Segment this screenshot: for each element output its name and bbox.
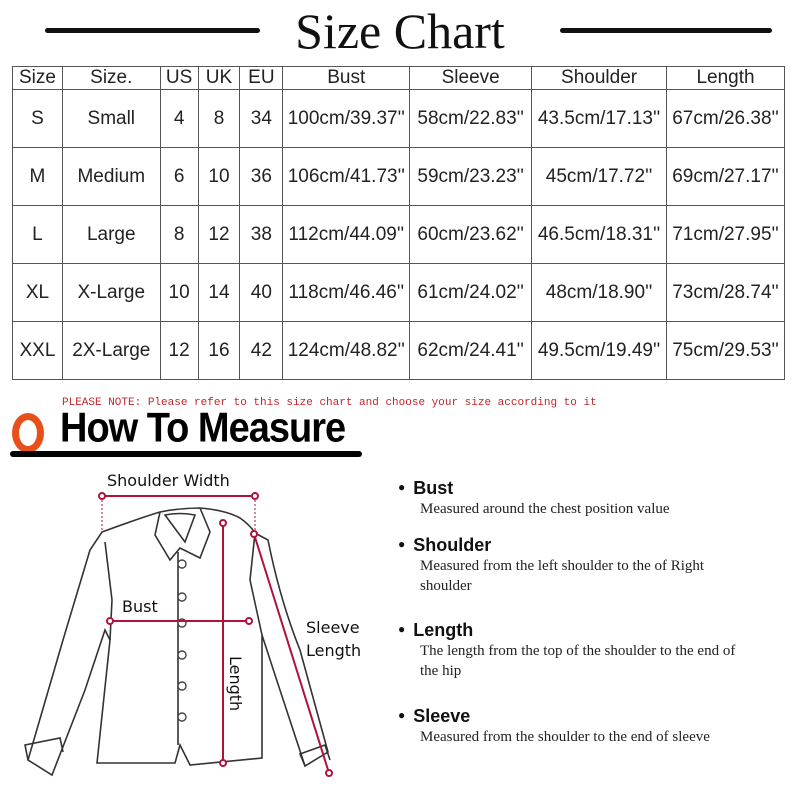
column-header: UK — [197, 66, 241, 90]
table-cell: Medium — [61, 147, 161, 206]
table-cell: 48cm/18.90'' — [531, 263, 668, 322]
table-cell: 46.5cm/18.31'' — [531, 205, 668, 264]
table-cell: 124cm/48.82'' — [282, 321, 411, 380]
table-cell: 118cm/46.46'' — [282, 263, 411, 322]
measure-item-desc: Measured around the chest position value — [420, 501, 670, 517]
table-header: Size Size. US UK EU Bust Sleeve Shoulder Length — [12, 66, 785, 90]
measure-item-desc: Measured from the shoulder to the end of… — [420, 729, 710, 745]
table-row: M Medium 6 10 36 106cm/41.73'' 59cm/23.23'' 45c… — [12, 147, 785, 206]
table-cell: X-Large — [61, 263, 161, 322]
table-cell: 58cm/22.83'' — [409, 89, 533, 148]
table-cell: L — [12, 205, 63, 264]
table-cell: 16 — [197, 321, 241, 380]
column-header: Bust — [282, 66, 411, 90]
table-cell: 36 — [239, 147, 284, 206]
title-divider-left — [45, 28, 260, 33]
table-cell: 34 — [239, 89, 284, 148]
table-cell: 71cm/27.95'' — [666, 205, 785, 264]
column-header: Sleeve — [409, 66, 533, 90]
table-cell: 75cm/29.53'' — [666, 321, 785, 380]
table-cell: 2X-Large — [61, 321, 161, 380]
column-header: Size. — [61, 66, 161, 90]
table-row: S Small 4 8 34 100cm/39.37'' 58cm/22.83'' 43.5c… — [12, 89, 785, 148]
size-note: PLEASE NOTE: Please refer to this size c… — [62, 397, 597, 409]
measure-item-title: Sleeve — [398, 706, 750, 727]
table-cell: 10 — [159, 263, 199, 322]
section-divider — [10, 451, 362, 457]
table-cell: 67cm/26.38'' — [666, 89, 785, 148]
table-cell: 59cm/23.23'' — [409, 147, 533, 206]
shoulder-width-label: Shoulder Width — [107, 471, 230, 490]
table-cell: 12 — [197, 205, 241, 264]
column-header: Shoulder — [531, 66, 668, 90]
measure-item-title: Shoulder — [398, 535, 750, 556]
section-title: How To Measure — [60, 405, 346, 452]
table-cell: XXL — [12, 321, 63, 380]
title-divider-right — [560, 28, 772, 33]
measure-item: Bust Measured around the chest position v… — [398, 478, 750, 519]
sleeve-label-1: Sleeve — [306, 618, 360, 637]
table-row: L Large 8 12 38 112cm/44.09'' 60cm/23.62'' 46.5… — [12, 205, 785, 264]
table-cell: Large — [61, 205, 161, 264]
table-cell: 4 — [159, 89, 199, 148]
shirt-outline — [24, 507, 331, 777]
table-cell: 45cm/17.72'' — [531, 147, 668, 206]
table-cell: 106cm/41.73'' — [282, 147, 411, 206]
table-cell: 8 — [197, 89, 241, 148]
table-cell: 42 — [239, 321, 284, 380]
page-title: Size Chart — [295, 3, 505, 59]
measure-item-desc: The length from the top of the shoulder … — [420, 643, 736, 679]
table-cell: 10 — [197, 147, 241, 206]
table-cell: 8 — [159, 205, 199, 264]
shirt-diagram: Shoulder Width Bust Sleeve Length Length — [24, 471, 361, 777]
table-cell: 100cm/39.37'' — [282, 89, 411, 148]
table-cell: XL — [12, 263, 63, 322]
table-cell: 69cm/27.17'' — [666, 147, 785, 206]
measure-item-title: Bust — [398, 478, 750, 499]
table-row: XXL 2X-Large 12 16 42 124cm/48.82'' 62cm/24.41… — [12, 321, 785, 380]
circle-icon — [12, 413, 44, 453]
table-cell: 38 — [239, 205, 284, 264]
column-header: Size — [12, 66, 63, 90]
table-cell: 61cm/24.02'' — [409, 263, 533, 322]
table-cell: 112cm/44.09'' — [282, 205, 411, 264]
size-table: Size Size. US UK EU Bust Sleeve Shoulder Length … — [12, 66, 785, 380]
table-cell: 40 — [239, 263, 284, 322]
column-header: Length — [666, 66, 785, 90]
button-icons — [177, 559, 187, 722]
table-cell: 14 — [197, 263, 241, 322]
measure-item-title: Length — [398, 620, 750, 641]
length-label: Length — [226, 656, 245, 711]
measure-item: Sleeve Measured from the shoulder to the … — [398, 706, 750, 747]
table-cell: 60cm/23.62'' — [409, 205, 533, 264]
sleeve-label-2: Length — [306, 641, 361, 660]
table-cell: Small — [61, 89, 161, 148]
bust-label: Bust — [122, 597, 158, 616]
measure-item-desc: Measured from the left shoulder to the o… — [420, 558, 705, 594]
table-cell: 49.5cm/19.49'' — [531, 321, 668, 380]
table-cell: 6 — [159, 147, 199, 206]
table-cell: S — [12, 89, 63, 148]
table-row: XL X-Large 10 14 40 118cm/46.46'' 61cm/24.02''… — [12, 263, 785, 322]
table-cell: 12 — [159, 321, 199, 380]
column-header: US — [159, 66, 199, 90]
table-cell: 62cm/24.41'' — [409, 321, 533, 380]
table-cell: M — [12, 147, 63, 206]
table-cell: 43.5cm/17.13'' — [531, 89, 668, 148]
measure-lines — [98, 492, 333, 777]
table-cell: 73cm/28.74'' — [666, 263, 785, 322]
column-header: EU — [239, 66, 284, 90]
